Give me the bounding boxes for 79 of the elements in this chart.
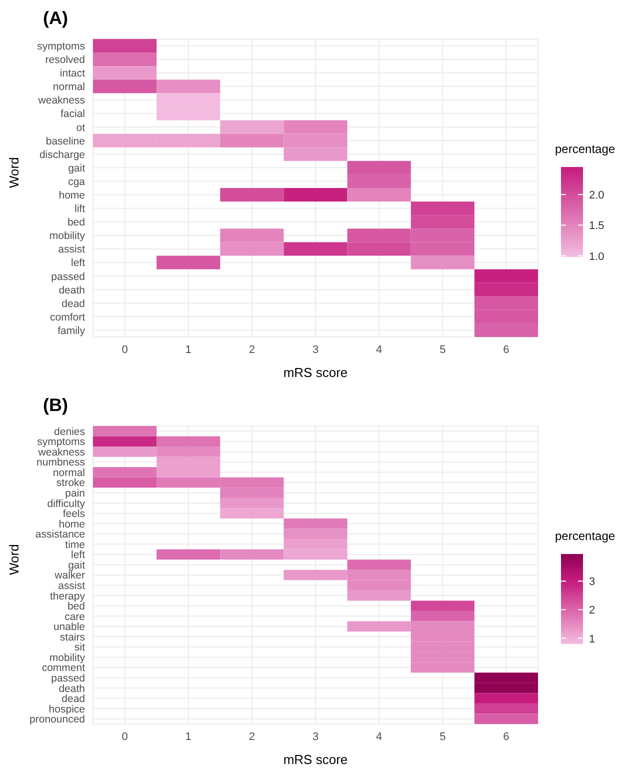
y-tick-label: unable (53, 621, 86, 634)
color-bar-label: 2.0 (589, 189, 604, 202)
x-tick-label: 2 (248, 730, 255, 743)
x-axis-title: mRS score (283, 752, 348, 767)
y-tick-label: resolved (45, 54, 86, 66)
y-tick-label: care (64, 610, 86, 623)
y-tick-label: dead (62, 298, 86, 310)
x-axis-title: mRS score (283, 365, 348, 380)
y-tick-label: hospice (48, 703, 86, 716)
y-tick-label: comfort (50, 311, 86, 324)
y-tick-label: assistance (35, 528, 86, 541)
x-tick-label: 4 (376, 730, 382, 743)
y-tick-label: passed (51, 672, 86, 684)
color-bar-label: 1 (589, 632, 596, 645)
y-tick-label: sit (74, 642, 86, 654)
x-tick-label: 2 (248, 344, 255, 356)
y-tick-label: facial (60, 108, 85, 120)
y-tick-label: difficulty (47, 498, 86, 510)
y-tick-label: mobility (49, 230, 86, 242)
y-tick-label: stairs (60, 631, 85, 644)
y-tick-label: bed (67, 216, 86, 229)
x-tick-label: 0 (122, 730, 128, 743)
y-tick-label: pronounced (30, 714, 86, 726)
y-tick-label: ot (76, 122, 86, 134)
color-bar-title: percentage (555, 528, 616, 542)
y-tick-label: cga (68, 176, 86, 188)
y-tick-label: assist (58, 244, 86, 256)
y-tick-label: left (70, 549, 86, 562)
y-tick-label: assist (58, 580, 86, 592)
x-tick-label: 5 (440, 730, 446, 743)
y-tick-label: pain (65, 488, 86, 500)
x-tick-label: 1 (185, 730, 192, 743)
y-tick-label: bed (67, 600, 86, 613)
x-tick-label: 6 (503, 730, 510, 743)
y-tick-label: symptoms (37, 436, 85, 448)
y-tick-label: passed (51, 270, 86, 283)
color-bar-title: percentage (555, 142, 616, 156)
y-tick-label: family (58, 324, 86, 337)
y-tick-label: symptoms (37, 40, 85, 52)
y-tick-label: baseline (46, 135, 86, 148)
color-bar-label: 1.0 (589, 250, 604, 262)
y-tick-label: home (58, 518, 86, 530)
y-tick-label: intact (60, 68, 86, 80)
x-tick-label: 1 (185, 344, 192, 356)
y-tick-label: left (70, 257, 86, 270)
color-bar-label: 1.5 (589, 220, 604, 232)
y-tick-label: normal (52, 466, 85, 479)
color-bar-label: 3 (589, 576, 596, 588)
y-tick-label: discharge (39, 148, 86, 161)
y-tick-label: normal (52, 81, 85, 94)
y-tick-label: denies (54, 426, 85, 438)
y-tick-label: death (58, 682, 86, 695)
y-tick-label: weakness (37, 94, 85, 107)
y-tick-label: walker (54, 570, 86, 582)
y-tick-label: gait (68, 559, 86, 572)
y-tick-label: gait (68, 162, 86, 174)
x-tick-label: 3 (312, 344, 319, 356)
y-tick-label: comment (42, 662, 86, 674)
y-tick-label: numbness (36, 456, 85, 469)
color-bar-label: 2 (589, 604, 596, 616)
y-tick-label: dead (62, 693, 86, 706)
x-tick-label: 4 (376, 344, 382, 356)
y-tick-label: stroke (56, 477, 86, 490)
y-axis-title: Word (6, 544, 22, 575)
y-tick-label: weakness (37, 446, 85, 458)
chart-title: (B) (42, 395, 69, 417)
y-tick-label: lift (74, 203, 86, 216)
x-tick-label: 3 (312, 730, 319, 743)
y-tick-label: therapy (50, 590, 86, 602)
y-tick-label: home (58, 190, 86, 202)
chart-title: (A) (42, 8, 69, 30)
x-tick-label: 0 (122, 344, 128, 356)
y-tick-label: time (65, 538, 86, 551)
x-tick-label: 5 (440, 344, 446, 356)
y-tick-label: mobility (49, 652, 86, 664)
y-tick-label: death (58, 284, 86, 296)
x-tick-label: 6 (503, 344, 510, 356)
y-axis-title: Word (6, 157, 22, 188)
y-tick-label: feels (62, 508, 85, 520)
